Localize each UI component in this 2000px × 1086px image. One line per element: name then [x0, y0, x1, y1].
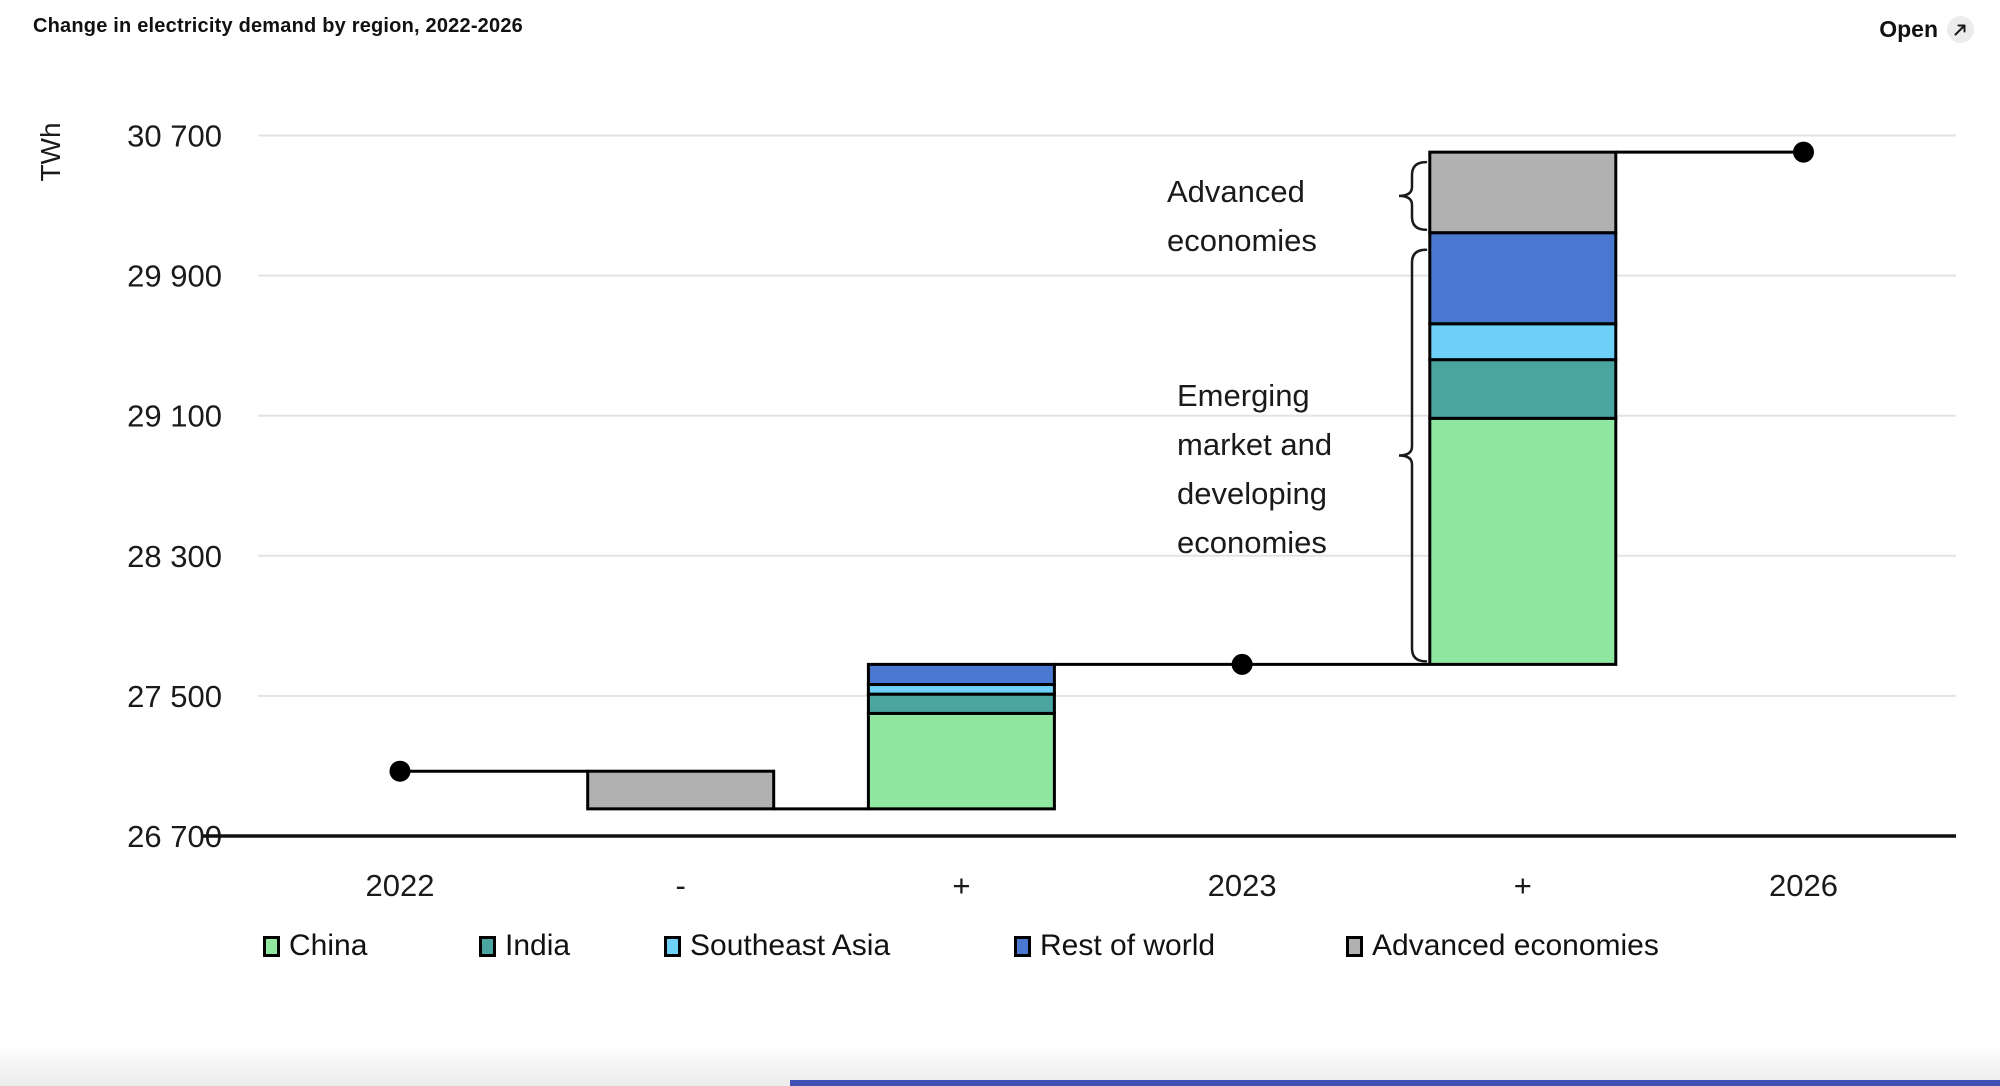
bar-segment-advanced-economies — [1428, 150, 1618, 235]
x-tick-label: 2022 — [366, 868, 435, 903]
legend-label: Advanced economies — [1372, 929, 1659, 962]
bottom-progress-bar — [790, 1080, 2000, 1086]
legend-item-india[interactable]: India — [479, 929, 570, 963]
x-tick-label: - — [676, 868, 686, 903]
external-link-icon — [1947, 16, 1974, 43]
legend-swatch-icon — [263, 935, 280, 957]
x-tick-label: + — [1514, 868, 1532, 903]
annotation-line: developing — [1177, 476, 1327, 511]
bracket-emerging-economies — [1398, 248, 1428, 663]
annotation-line: market and — [1177, 427, 1333, 462]
data-point-2022 — [389, 760, 411, 782]
y-tick-label: 30 700 — [127, 119, 222, 154]
y-tick-label: 27 500 — [127, 679, 222, 714]
legend-item-china[interactable]: China — [263, 929, 367, 963]
legend-label: China — [289, 929, 368, 962]
bar-segment-advanced-economies — [586, 769, 776, 811]
legend-item-southeast-asia[interactable]: Southeast Asia — [664, 929, 890, 963]
legend-label: Southeast Asia — [690, 929, 891, 962]
bar-segment-india — [866, 692, 1056, 715]
annotation-emerging-economies: Emerging market and developing economies — [1177, 371, 1332, 567]
legend-swatch-icon — [1346, 935, 1363, 957]
bar-segment-china — [866, 711, 1056, 811]
y-tick-label: 29 100 — [127, 399, 222, 434]
legend-label: Rest of world — [1040, 929, 1216, 962]
x-tick-label: 2023 — [1208, 868, 1277, 903]
legend-swatch-icon — [664, 935, 681, 957]
bar-segment-southeast-asia — [1428, 322, 1618, 362]
data-point-2023 — [1231, 653, 1253, 675]
y-tick-label: 28 300 — [127, 539, 222, 574]
legend-item-rest-of-world[interactable]: Rest of world — [1014, 929, 1215, 963]
bar-segment-china — [1428, 416, 1618, 666]
bar-segment-india — [1428, 358, 1618, 420]
annotation-line: economies — [1177, 525, 1327, 560]
legend-label: India — [505, 929, 571, 962]
open-button-label: Open — [1879, 16, 1938, 42]
chart-title: Change in electricity demand by region, … — [33, 15, 523, 37]
bar-segment-rest-of-world — [866, 662, 1056, 687]
legend-swatch-icon — [1014, 935, 1031, 957]
annotation-line: Advanced — [1167, 174, 1305, 209]
x-tick-label: 2026 — [1769, 868, 1838, 903]
bracket-advanced-economies — [1398, 160, 1428, 231]
y-axis-title: TWh — [35, 122, 66, 181]
data-point-2026 — [1793, 141, 1814, 163]
y-tick-label: 29 900 — [127, 259, 222, 294]
annotation-line: Emerging — [1177, 378, 1310, 413]
legend-item-advanced-economies[interactable]: Advanced economies — [1346, 929, 1659, 963]
legend-swatch-icon — [479, 935, 496, 957]
annotation-advanced-economies: Advanced economies — [1167, 167, 1317, 265]
open-button[interactable]: Open — [1879, 16, 1974, 43]
annotation-line: economies — [1167, 223, 1317, 258]
bar-segment-rest-of-world — [1428, 231, 1618, 326]
x-tick-label: + — [952, 868, 970, 903]
